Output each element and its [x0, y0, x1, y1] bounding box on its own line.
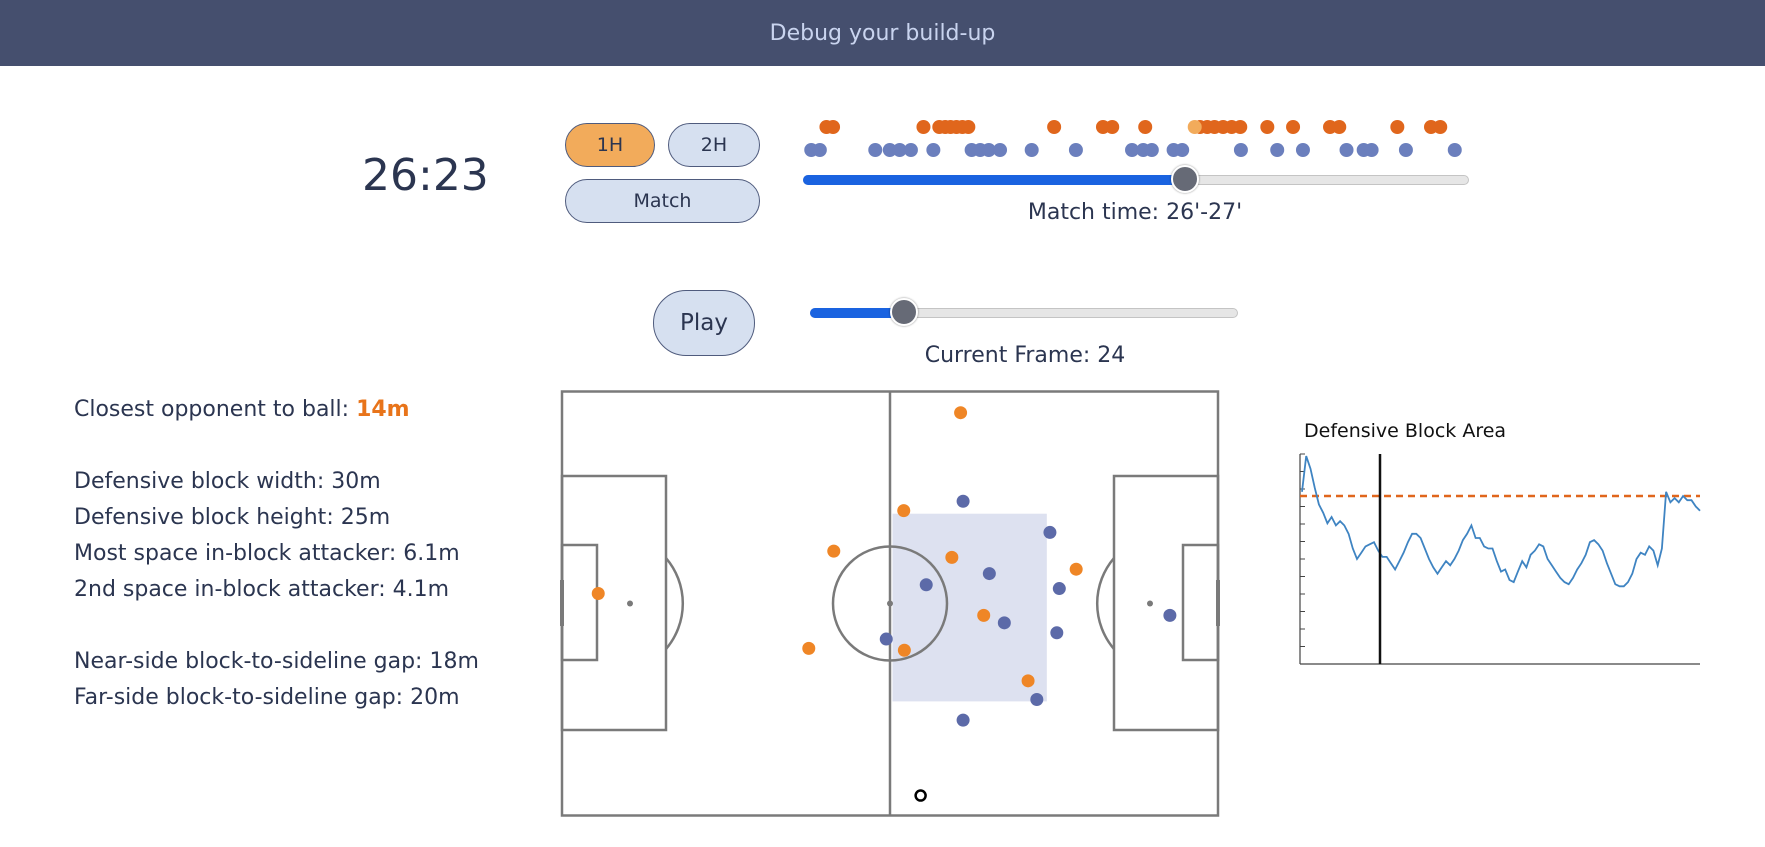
- selected-event-dot[interactable]: [1187, 120, 1202, 134]
- stats-panel: Closest opponent to ball: 14m Defensive …: [74, 392, 479, 716]
- defending-player-dot: [1052, 582, 1066, 596]
- frame-thumb[interactable]: [890, 298, 919, 326]
- defending-event-dot[interactable]: [1233, 143, 1248, 157]
- attacking-event-dot[interactable]: [1138, 120, 1153, 134]
- defending-event-dot[interactable]: [1398, 143, 1413, 157]
- left-goal: [560, 580, 564, 626]
- event-timeline[interactable]: [790, 110, 1480, 162]
- left-penalty-spot: [627, 600, 633, 607]
- right-penalty-arc: [1096, 557, 1115, 650]
- attacking-event-dot[interactable]: [1260, 120, 1275, 134]
- current-frame-label: Current Frame: 24: [924, 343, 1126, 368]
- attacking-event-dot[interactable]: [1286, 120, 1301, 134]
- match-time-slider[interactable]: [803, 165, 1469, 193]
- defending-player-dot: [956, 494, 970, 508]
- defending-event-dot[interactable]: [812, 143, 827, 157]
- ball-marker: [914, 789, 927, 802]
- attacking-event-dot[interactable]: [1105, 120, 1120, 134]
- app-header: Debug your build-up: [0, 0, 1765, 66]
- attacking-player-dot: [897, 504, 911, 518]
- defending-event-dot[interactable]: [993, 143, 1008, 157]
- defending-event-dot[interactable]: [1144, 143, 1159, 157]
- attacking-event-dot[interactable]: [1233, 120, 1248, 134]
- attacking-player-dot: [827, 544, 841, 558]
- defending-player-dot: [1163, 608, 1177, 622]
- match-time-thumb[interactable]: [1171, 165, 1200, 193]
- defending-event-dot[interactable]: [1125, 143, 1140, 157]
- attacking-player-dot: [977, 608, 991, 622]
- attacking-event-dot[interactable]: [916, 120, 931, 134]
- attacking-player-dot: [1069, 562, 1083, 576]
- defending-event-dot[interactable]: [1364, 143, 1379, 157]
- second-space-stat: 2nd space in-block attacker: 4.1m: [74, 577, 450, 602]
- attacking-event-dot[interactable]: [961, 120, 976, 134]
- attacking-player-dot: [591, 587, 605, 601]
- defending-event-dot[interactable]: [1295, 143, 1310, 157]
- match-button[interactable]: Match: [565, 179, 760, 223]
- defending-event-dot[interactable]: [1339, 143, 1354, 157]
- attacking-event-dot[interactable]: [1390, 120, 1405, 134]
- block-width-stat: Defensive block width: 30m: [74, 469, 381, 494]
- app-title: Debug your build-up: [769, 20, 996, 46]
- closest-opponent-label: Closest opponent to ball:: [74, 397, 357, 422]
- block-height-stat: Defensive block height: 25m: [74, 505, 391, 530]
- attacking-event-dot[interactable]: [1332, 120, 1347, 134]
- defending-event-dot[interactable]: [1024, 143, 1039, 157]
- closest-opponent-value: 14m: [356, 397, 410, 422]
- defending-event-dot[interactable]: [1175, 143, 1190, 157]
- block-area-series-line: [1301, 455, 1701, 588]
- defending-player-dot: [879, 632, 893, 646]
- right-penalty-spot: [1147, 600, 1153, 607]
- centre-spot: [887, 600, 893, 607]
- attacking-event-dot[interactable]: [826, 120, 841, 134]
- defending-event-dot[interactable]: [868, 143, 883, 157]
- attacking-player-dot: [954, 406, 968, 420]
- defending-player-dot: [1030, 693, 1044, 707]
- far-side-gap-stat: Far-side block-to-sideline gap: 20m: [74, 685, 460, 710]
- defending-event-dot[interactable]: [1068, 143, 1083, 157]
- defending-event-dot[interactable]: [1270, 143, 1285, 157]
- right-goal-area: [1181, 543, 1220, 662]
- defending-player-dot: [1043, 525, 1057, 539]
- right-penalty-area: [1112, 474, 1220, 732]
- defending-player-dot: [997, 616, 1011, 630]
- defending-player-dot: [982, 567, 996, 581]
- defending-player-dot: [1050, 626, 1064, 640]
- attacking-event-dot[interactable]: [1047, 120, 1062, 134]
- frame-slider[interactable]: [810, 298, 1238, 326]
- defending-player-dot: [919, 578, 933, 592]
- defending-event-dot[interactable]: [926, 143, 941, 157]
- match-clock: 26:23: [362, 150, 489, 201]
- match-time-fill: [803, 175, 1186, 185]
- defending-event-dot[interactable]: [903, 143, 918, 157]
- closest-opponent-stat: Closest opponent to ball: 14m: [74, 392, 479, 428]
- left-penalty-arc: [665, 557, 684, 650]
- defending-event-dot[interactable]: [882, 143, 897, 157]
- defending-player-dot: [956, 713, 970, 727]
- left-penalty-area: [560, 474, 668, 732]
- left-goal-area: [560, 543, 599, 662]
- play-button[interactable]: Play: [653, 290, 755, 356]
- attacking-player-dot: [945, 550, 959, 564]
- near-side-gap-stat: Near-side block-to-sideline gap: 18m: [74, 649, 479, 674]
- most-space-stat: Most space in-block attacker: 6.1m: [74, 541, 460, 566]
- match-time-label: Match time: 26'-27': [1027, 200, 1243, 225]
- defending-event-dot[interactable]: [1447, 143, 1462, 157]
- defensive-block-area: [892, 513, 1047, 702]
- defensive-block-chart: [1299, 453, 1701, 665]
- first-half-button[interactable]: 1H: [565, 123, 655, 167]
- attacking-player-dot: [802, 641, 816, 655]
- defending-event-dot[interactable]: [892, 143, 907, 157]
- centre-circle: [831, 545, 949, 662]
- attacking-player-dot: [897, 643, 911, 657]
- defending-event-dot[interactable]: [981, 143, 996, 157]
- frame-fill: [810, 308, 905, 318]
- attacking-event-dot[interactable]: [1433, 120, 1448, 134]
- block-chart-title: Defensive Block Area: [1304, 420, 1507, 442]
- second-half-button[interactable]: 2H: [668, 123, 760, 167]
- attacking-player-dot: [1021, 674, 1035, 688]
- right-goal: [1216, 580, 1220, 626]
- pitch-view: [560, 390, 1220, 817]
